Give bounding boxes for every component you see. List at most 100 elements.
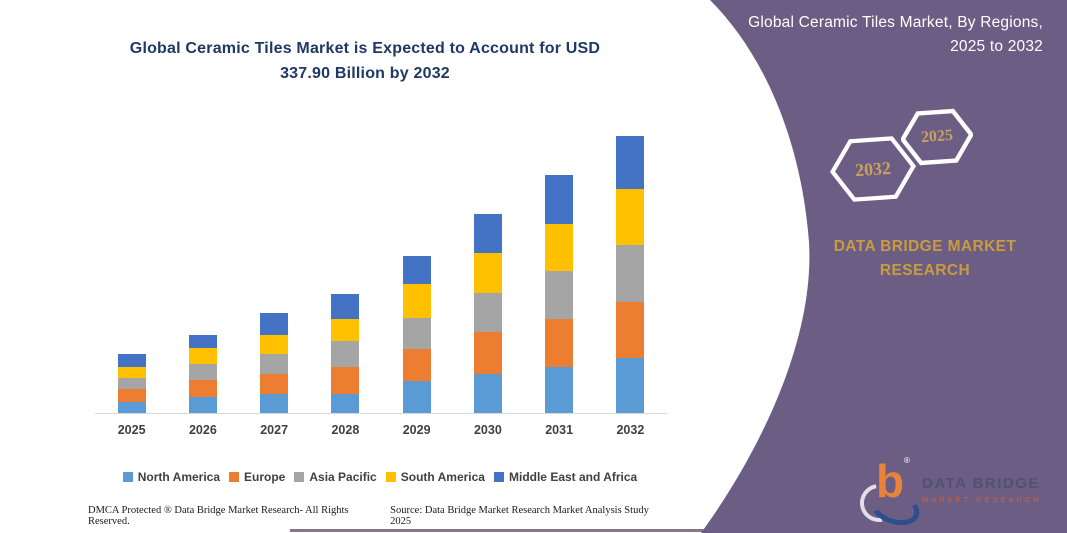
bar-segment-europe-2032 [616, 301, 645, 358]
x-tick-label-2029: 2029 [402, 423, 431, 437]
bar-segment-south-america-2030 [473, 253, 502, 293]
plot-area [96, 0, 666, 413]
chart-legend: North America Europe Asia Pacific South Ame… [88, 470, 672, 484]
x-axis-line [95, 413, 667, 414]
bar-segment-north-america-2030 [473, 373, 502, 413]
bar-stack-2025 [117, 353, 146, 413]
legend-item-asia-pacific: Asia Pacific [294, 470, 377, 484]
bar-segment-middle-east-and-africa-2032 [616, 136, 645, 190]
bar-segment-south-america-2027 [260, 334, 289, 354]
bar-segment-south-america-2026 [188, 347, 217, 364]
bar-segment-north-america-2025 [117, 401, 146, 413]
chart-title-line2: 337.90 Billion by 2032 [280, 65, 450, 82]
x-tick-label-2025: 2025 [117, 423, 146, 437]
footer-source: Source: Data Bridge Market Research Mark… [390, 505, 649, 527]
bar-segment-north-america-2032 [616, 357, 645, 413]
bar-segment-europe-2029 [402, 348, 431, 381]
hexagon-2025-label: 2025 [920, 126, 954, 147]
legend-swatch-icon-south-america [385, 472, 396, 482]
bar-segment-middle-east-and-africa-2029 [402, 255, 431, 284]
hexagon-2032: 2032 [827, 133, 919, 205]
bar-segment-asia-pacific-2025 [117, 377, 146, 389]
bar-segment-middle-east-and-africa-2028 [331, 293, 360, 319]
bar-stack-2026 [188, 334, 217, 413]
logo-words: DATA BRIDGE MARKET RESEARCH [922, 475, 1042, 504]
logo-company-name: DATA BRIDGE [922, 474, 1040, 492]
bar-segment-middle-east-and-africa-2027 [260, 312, 289, 335]
x-tick-label-2032: 2032 [616, 423, 645, 437]
bar-stack-2031 [545, 175, 574, 413]
bar-group-2027 [239, 0, 310, 413]
hexagon-2032-outline [829, 136, 917, 202]
bar-segment-south-america-2031 [545, 224, 574, 271]
panel-title: Global Ceramic Tiles Market, By Regions,… [748, 14, 1043, 55]
bar-segment-south-america-2028 [331, 318, 360, 341]
legend-swatch-icon-north-america [122, 472, 133, 482]
x-axis-labels: 2025 2026 2027 2028 2029 2030 2031 2032 [96, 423, 666, 437]
legend-label-north-america: North America [137, 470, 221, 484]
bar-group-2026 [167, 0, 238, 413]
bar-stack-2029 [402, 255, 431, 413]
brand-line2: RESEARCH [879, 262, 971, 279]
legend-label-asia-pacific: Asia Pacific [309, 470, 377, 484]
bar-segment-north-america-2027 [260, 393, 289, 413]
bar-segment-south-america-2032 [616, 189, 645, 245]
x-tick-label-2031: 2031 [545, 423, 574, 437]
bar-segment-europe-2025 [117, 388, 146, 402]
bar-segment-south-america-2029 [402, 283, 431, 318]
bar-segment-asia-pacific-2030 [473, 292, 502, 332]
bar-stack-2032 [616, 136, 645, 413]
bar-segment-europe-2031 [545, 318, 574, 367]
bar-group-2032 [595, 0, 666, 413]
bar-segment-middle-east-and-africa-2025 [117, 353, 146, 367]
bar-segment-north-america-2031 [545, 366, 574, 413]
bar-segment-north-america-2028 [331, 393, 360, 413]
legend-item-south-america: South America [385, 470, 485, 484]
dbmr-logo: b ® DATA BRIDGE MARKET RESEARCH [852, 455, 1056, 531]
bar-segment-asia-pacific-2026 [188, 363, 217, 380]
x-tick-label-2026: 2026 [188, 423, 217, 437]
legend-label-south-america: South America [400, 470, 485, 484]
bar-stack-2030 [473, 214, 502, 413]
bar-segment-north-america-2029 [402, 380, 431, 413]
bar-segment-europe-2026 [188, 379, 217, 397]
bar-segment-asia-pacific-2027 [260, 353, 289, 374]
bar-segment-asia-pacific-2029 [402, 317, 431, 349]
bar-group-2031 [524, 0, 595, 413]
x-tick-label-2027: 2027 [260, 423, 289, 437]
dbmr-logo-icon: b ® [852, 455, 924, 531]
bar-segment-asia-pacific-2031 [545, 270, 574, 319]
legend-label-middle-east-and-africa: Middle East and Africa [508, 470, 638, 484]
panel-curve-path [701, 0, 1067, 533]
bar-segment-north-america-2026 [188, 396, 217, 413]
bar-segment-south-america-2025 [117, 366, 146, 378]
legend-swatch-icon-middle-east-and-africa [493, 472, 504, 482]
footer-copyright: DMCA Protected ® Data Bridge Market Rese… [88, 505, 349, 527]
bar-segment-europe-2030 [473, 331, 502, 374]
brand-line1: DATA BRIDGE MARKET [833, 238, 1017, 255]
legend-label-europe: Europe [244, 470, 286, 484]
legend-item-middle-east-and-africa: Middle East and Africa [493, 470, 638, 484]
bar-stack-2028 [331, 293, 360, 413]
bar-group-2029 [381, 0, 452, 413]
legend-swatch-icon-europe [229, 472, 240, 482]
hexagon-2025: 2025 [899, 106, 975, 169]
chart-title-line1: Global Ceramic Tiles Market is Expected … [129, 40, 601, 57]
hexagon-2025-outline [900, 108, 974, 166]
logo-tagline: MARKET RESEARCH [922, 494, 1042, 504]
legend-item-europe: Europe [229, 470, 285, 484]
bar-segment-europe-2028 [331, 366, 360, 394]
bar-segment-middle-east-and-africa-2030 [473, 214, 502, 254]
bar-group-2028 [310, 0, 381, 413]
footer: DMCA Protected ® Data Bridge Market Rese… [88, 505, 670, 527]
bar-stack-2027 [260, 312, 289, 413]
bar-segment-asia-pacific-2028 [331, 340, 360, 367]
registered-trademark-icon: ® [904, 456, 910, 465]
x-tick-label-2028: 2028 [331, 423, 360, 437]
bar-group-2025 [96, 0, 167, 413]
bar-segment-europe-2027 [260, 373, 289, 394]
bar-group-2030 [452, 0, 523, 413]
bottom-divider-line [290, 529, 705, 532]
